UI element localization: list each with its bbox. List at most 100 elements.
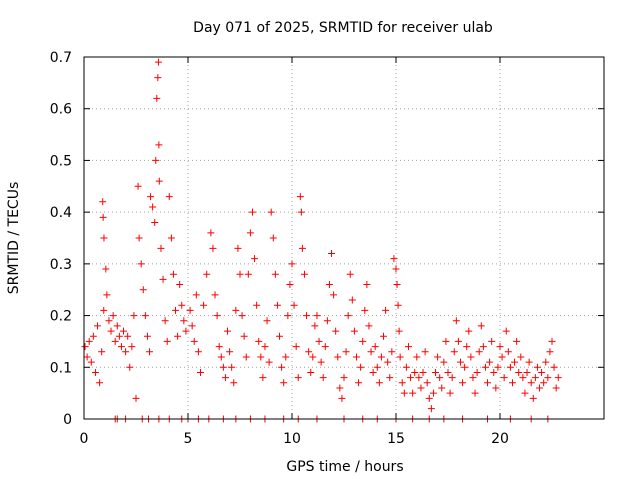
data-point-74	[224, 327, 232, 335]
data-point-22	[120, 327, 128, 335]
data-point-181	[440, 358, 448, 366]
data-point-39	[152, 156, 160, 164]
data-point-148	[375, 379, 383, 387]
data-point-11	[99, 213, 107, 221]
data-point-145	[369, 368, 377, 376]
data-point-168	[413, 353, 421, 361]
data-point-119	[315, 337, 323, 345]
data-point-197	[473, 368, 481, 376]
data-point-157	[393, 281, 401, 289]
data-point-101	[280, 379, 288, 387]
data-point-75	[226, 348, 234, 356]
data-point-84	[244, 270, 252, 278]
data-point-44	[155, 177, 163, 185]
data-point-19	[113, 322, 121, 330]
data-point-153	[386, 374, 394, 382]
data-point-90	[257, 353, 265, 361]
data-point-202	[484, 379, 492, 387]
data-point-162	[400, 389, 408, 397]
data-point-7	[96, 379, 104, 387]
data-point-83	[242, 353, 250, 361]
data-point-47	[161, 317, 169, 325]
data-point-218	[517, 353, 525, 361]
data-point-10	[99, 198, 107, 206]
data-point-9	[100, 306, 108, 314]
data-point-94	[265, 358, 273, 366]
data-point-65	[203, 270, 211, 278]
data-point-123	[323, 317, 331, 325]
data-point-208	[496, 343, 504, 351]
data-point-190	[459, 379, 467, 387]
data-point-128	[334, 353, 342, 361]
data-point-120	[317, 358, 325, 366]
data-point-206	[492, 384, 500, 392]
data-point-147	[373, 363, 381, 371]
data-point-0	[81, 343, 89, 351]
data-point-142	[363, 281, 371, 289]
data-point-106	[290, 301, 298, 309]
data-point-121	[319, 374, 327, 382]
data-point-231	[544, 374, 552, 382]
data-point-92	[261, 343, 269, 351]
data-point-104	[286, 281, 294, 289]
data-point-112	[300, 270, 308, 278]
x-tick-label-1: 5	[184, 431, 193, 447]
data-point-69	[213, 312, 221, 320]
data-point-193	[465, 327, 473, 335]
data-point-236	[554, 374, 562, 382]
data-point-50	[167, 234, 175, 242]
data-point-78	[232, 306, 240, 314]
data-point-4	[89, 332, 97, 340]
data-point-127	[332, 327, 340, 335]
data-point-118	[313, 312, 321, 320]
data-point-155	[390, 255, 398, 263]
y-axis-label: SRMTID / TECUs	[6, 182, 22, 295]
data-point-43	[155, 141, 163, 149]
data-point-99	[276, 332, 284, 340]
data-point-12	[100, 234, 108, 242]
data-point-132	[342, 348, 350, 356]
data-point-233	[548, 337, 556, 345]
data-point-175	[427, 405, 435, 413]
data-point-24	[124, 332, 132, 340]
data-point-186	[450, 348, 458, 356]
data-point-199	[477, 322, 485, 330]
data-point-188	[454, 337, 462, 345]
data-point-214	[508, 379, 516, 387]
data-point-64	[200, 301, 208, 309]
data-point-97	[271, 270, 279, 278]
data-point-108	[294, 374, 302, 382]
data-point-167	[411, 368, 419, 376]
data-point-36	[147, 193, 155, 201]
data-point-40	[153, 94, 161, 102]
data-point-35	[146, 348, 154, 356]
data-point-85	[246, 229, 254, 237]
data-point-62	[194, 348, 202, 356]
x-tick-label-0: 0	[80, 431, 89, 447]
data-point-18	[111, 337, 119, 345]
data-point-221	[523, 368, 531, 376]
data-point-195	[469, 374, 477, 382]
data-point-15	[105, 317, 113, 325]
data-point-230	[542, 358, 550, 366]
data-point-56	[180, 317, 188, 325]
data-point-201	[481, 363, 489, 371]
data-point-72	[219, 363, 227, 371]
data-point-212	[504, 348, 512, 356]
data-point-176	[429, 389, 437, 397]
data-point-111	[298, 244, 306, 252]
data-point-102	[282, 353, 290, 361]
data-point-13	[102, 265, 110, 273]
data-point-234	[550, 363, 558, 371]
data-point-154	[388, 348, 396, 356]
data-point-163	[402, 363, 410, 371]
data-point-129	[336, 384, 344, 392]
x-tick-label-2: 10	[283, 431, 301, 447]
data-point-170	[417, 384, 425, 392]
data-point-213	[506, 363, 514, 371]
data-point-156	[392, 265, 400, 273]
data-point-229	[540, 379, 548, 387]
data-point-29	[134, 182, 142, 190]
data-point-16	[107, 327, 115, 335]
